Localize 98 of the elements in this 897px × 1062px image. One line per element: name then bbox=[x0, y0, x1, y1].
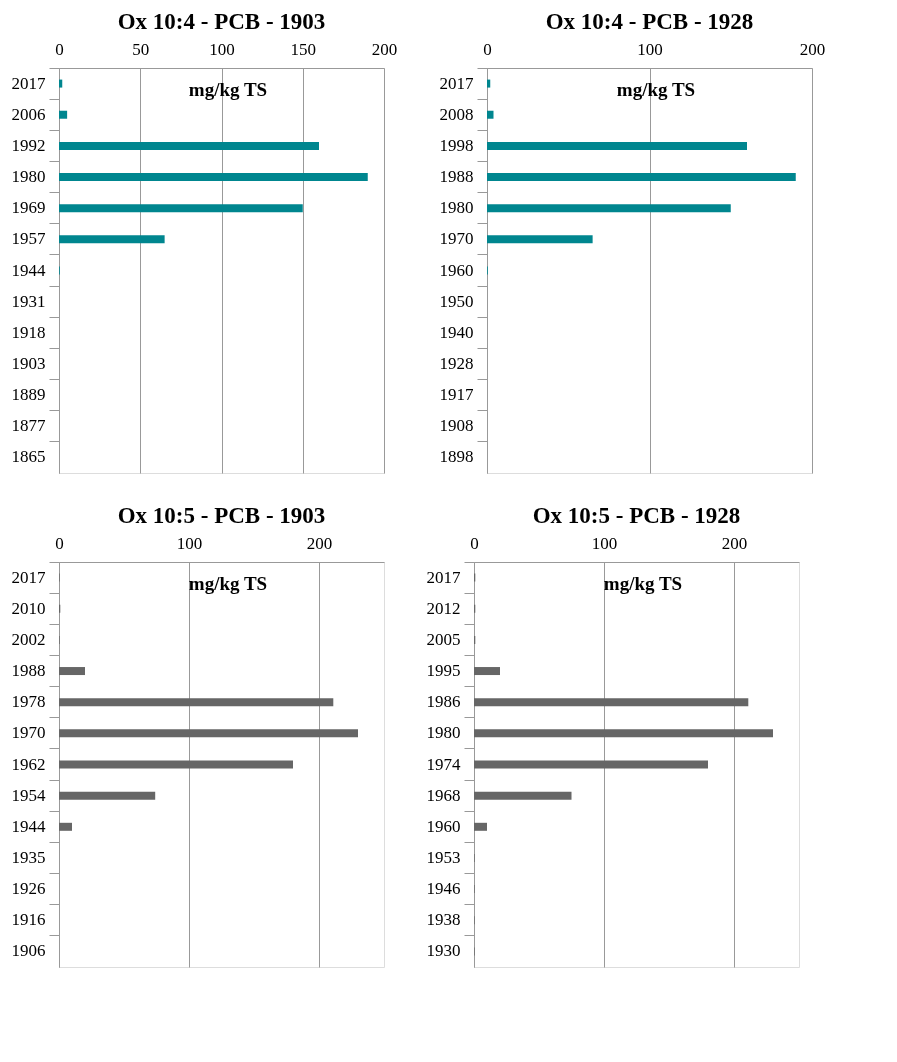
bar bbox=[59, 729, 358, 738]
x-tick-label: 200 bbox=[306, 533, 333, 553]
x-tick-label: 0 bbox=[55, 533, 64, 553]
x-tick-label: 100 bbox=[209, 39, 235, 59]
bar bbox=[59, 760, 293, 769]
y-tick-label: 1908 bbox=[439, 416, 474, 436]
y-tick-label: 1926 bbox=[11, 879, 46, 899]
y-tick-label: 2017 bbox=[11, 73, 46, 93]
y-tick-label: 1978 bbox=[11, 692, 46, 712]
y-tick-label: 1898 bbox=[439, 447, 474, 467]
y-tick-label: 1957 bbox=[11, 229, 46, 249]
y-tick-label: 1970 bbox=[439, 229, 474, 249]
y-tick-label: 1944 bbox=[11, 816, 46, 836]
bar bbox=[487, 110, 494, 119]
x-tick-label: 0 bbox=[470, 533, 479, 553]
x-tick-label: 100 bbox=[637, 39, 663, 59]
bar bbox=[487, 79, 491, 88]
y-tick-label: 1916 bbox=[11, 910, 46, 930]
y-tick-label: 1980 bbox=[426, 723, 461, 743]
bar bbox=[474, 667, 500, 676]
y-tick-label: 1988 bbox=[439, 167, 474, 187]
y-tick-label: 2006 bbox=[11, 104, 46, 124]
y-tick-label: 1970 bbox=[11, 723, 46, 743]
y-tick-label: 1865 bbox=[11, 447, 46, 467]
y-tick-label: 1960 bbox=[439, 260, 474, 280]
y-tick-label: 1954 bbox=[11, 785, 46, 805]
bar bbox=[487, 204, 731, 213]
y-tick-label: 1917 bbox=[439, 385, 474, 405]
bar bbox=[59, 698, 334, 707]
y-tick-label: 1995 bbox=[426, 661, 461, 681]
y-tick-label: 1889 bbox=[11, 385, 46, 405]
bar bbox=[474, 729, 773, 738]
chart-title: Ox 10:4 - PCB - 1928 bbox=[545, 9, 754, 34]
y-tick-label: 2017 bbox=[11, 567, 46, 587]
y-tick-label: 1931 bbox=[11, 291, 46, 311]
x-tick-label: 200 bbox=[721, 533, 748, 553]
y-tick-label: 1986 bbox=[426, 692, 461, 712]
bar bbox=[487, 235, 593, 244]
x-tick-label: 50 bbox=[132, 39, 150, 59]
bar bbox=[59, 141, 319, 150]
chart-title: Ox 10:5 - PCB - 1928 bbox=[532, 503, 741, 528]
y-tick-label: 2002 bbox=[11, 629, 46, 649]
x-tick-label: 0 bbox=[483, 39, 492, 59]
x-tick-label: 200 bbox=[371, 39, 398, 59]
x-tick-label: 0 bbox=[55, 39, 64, 59]
bar bbox=[59, 822, 72, 831]
y-tick-label: 1903 bbox=[11, 353, 46, 373]
bar bbox=[474, 791, 572, 800]
y-tick-label: 1940 bbox=[439, 322, 474, 342]
annotation: mg/kg TS bbox=[188, 79, 268, 100]
chart-title: Ox 10:5 - PCB - 1903 bbox=[117, 503, 326, 528]
y-tick-label: 1969 bbox=[11, 198, 46, 218]
bar bbox=[474, 822, 487, 831]
bar bbox=[59, 79, 63, 88]
y-tick-label: 1974 bbox=[426, 754, 461, 774]
y-tick-label: 2008 bbox=[439, 104, 474, 124]
y-tick-label: 1960 bbox=[426, 816, 461, 836]
y-tick-label: 1906 bbox=[11, 941, 46, 961]
y-tick-label: 1950 bbox=[439, 291, 474, 311]
y-tick-label: 1968 bbox=[426, 785, 461, 805]
x-tick-label: 200 bbox=[799, 39, 826, 59]
bar bbox=[59, 235, 165, 244]
y-tick-label: 1962 bbox=[11, 754, 46, 774]
bar bbox=[59, 110, 68, 119]
y-tick-label: 1988 bbox=[11, 661, 46, 681]
y-tick-label: 1877 bbox=[11, 416, 46, 436]
y-tick-label: 1918 bbox=[11, 322, 46, 342]
chart-title: Ox 10:4 - PCB - 1903 bbox=[117, 9, 326, 34]
annotation: mg/kg TS bbox=[188, 573, 268, 594]
y-tick-label: 1980 bbox=[439, 198, 474, 218]
y-tick-label: 1946 bbox=[426, 879, 461, 899]
x-tick-label: 100 bbox=[591, 533, 618, 553]
x-tick-label: 100 bbox=[176, 533, 203, 553]
bar bbox=[59, 667, 85, 676]
y-tick-label: 2010 bbox=[11, 598, 46, 618]
bar bbox=[487, 173, 796, 182]
y-tick-label: 1935 bbox=[11, 847, 46, 867]
annotation: mg/kg TS bbox=[603, 573, 683, 594]
bar bbox=[59, 173, 368, 182]
y-tick-label: 1998 bbox=[439, 135, 474, 155]
y-tick-label: 1938 bbox=[426, 910, 461, 930]
annotation: mg/kg TS bbox=[616, 79, 696, 100]
bar bbox=[59, 791, 156, 800]
y-tick-label: 1928 bbox=[439, 353, 474, 373]
bar bbox=[59, 204, 303, 213]
x-tick-label: 150 bbox=[290, 39, 316, 59]
y-tick-label: 1980 bbox=[11, 167, 46, 187]
y-tick-label: 1944 bbox=[11, 260, 46, 280]
y-tick-label: 2017 bbox=[439, 73, 474, 93]
bar bbox=[487, 141, 747, 150]
y-tick-label: 1992 bbox=[11, 135, 46, 155]
y-tick-label: 1953 bbox=[426, 847, 461, 867]
bar bbox=[474, 760, 708, 769]
y-tick-label: 2017 bbox=[426, 567, 461, 587]
y-tick-label: 2012 bbox=[426, 598, 461, 618]
y-tick-label: 2005 bbox=[426, 629, 461, 649]
y-tick-label: 1930 bbox=[426, 941, 461, 961]
bar bbox=[474, 698, 749, 707]
